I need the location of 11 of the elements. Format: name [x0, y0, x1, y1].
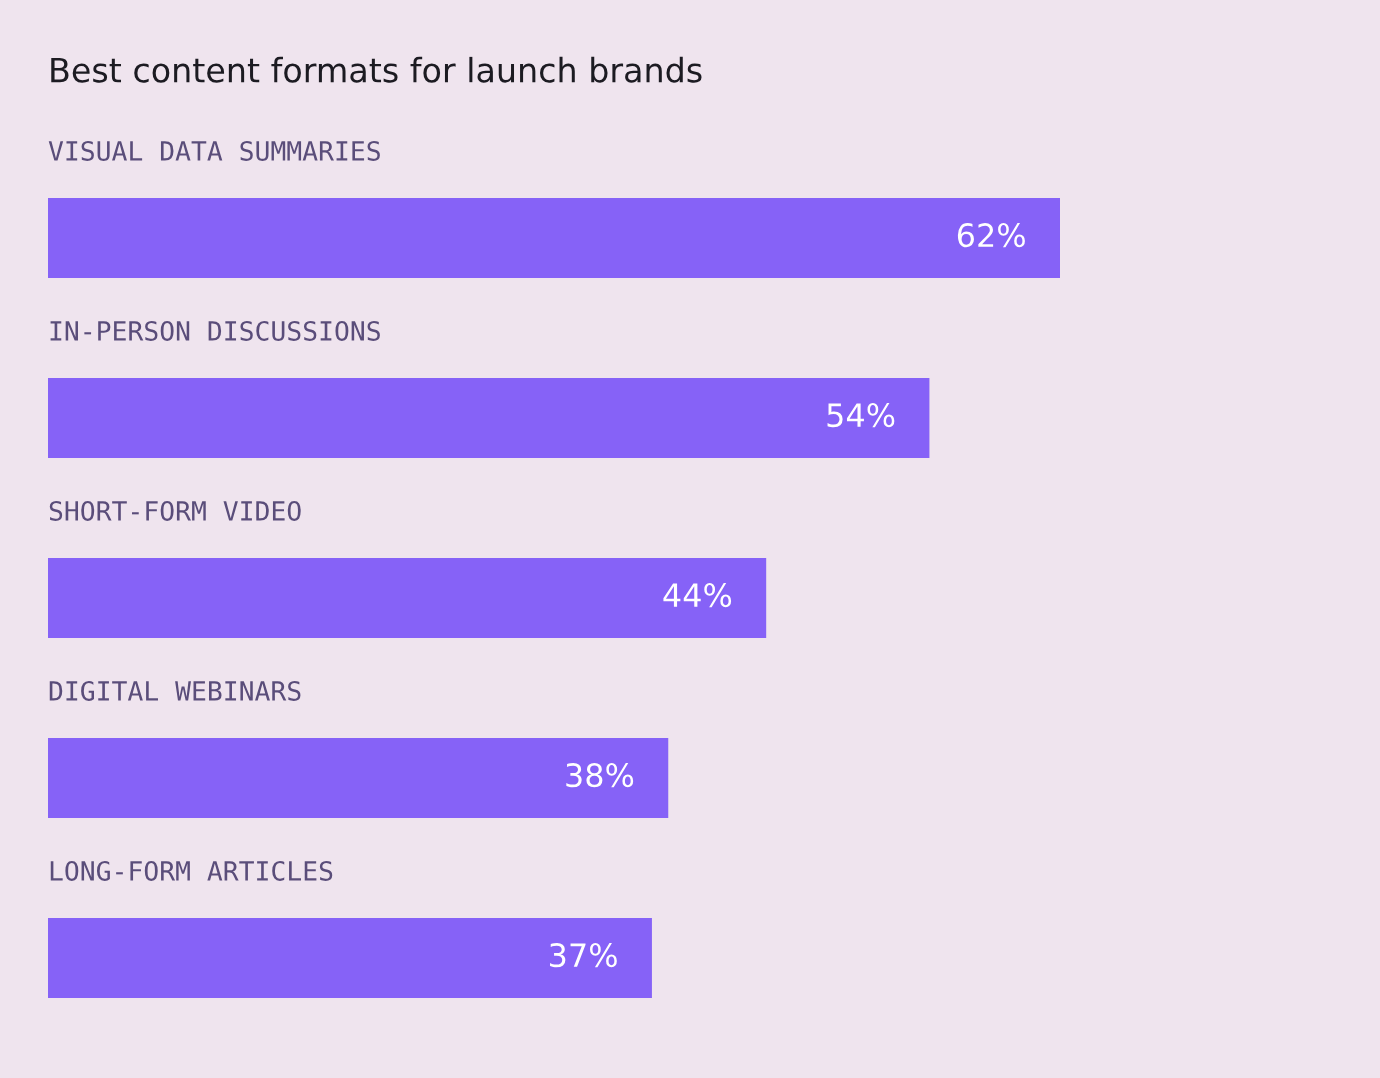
y-tick-label: DIGITAL WEBINARS [49, 680, 301, 701]
y-tick-label: IN-PERSON DISCUSSIONS [50, 320, 380, 341]
data-label: 38% [566, 763, 634, 788]
data-label: 62% [957, 223, 1025, 248]
y-tick-label: LONG-FORM ARTICLES [50, 860, 333, 881]
data-label: 37% [550, 943, 617, 968]
y-tick-label: SHORT-FORM VIDEO [49, 500, 301, 521]
y-tick-label: VISUAL DATA SUMMARIES [48, 140, 380, 161]
data-label: 44% [663, 583, 732, 608]
chart-title: Best content formats for launch brands [51, 56, 702, 83]
data-label: 54% [827, 403, 895, 428]
